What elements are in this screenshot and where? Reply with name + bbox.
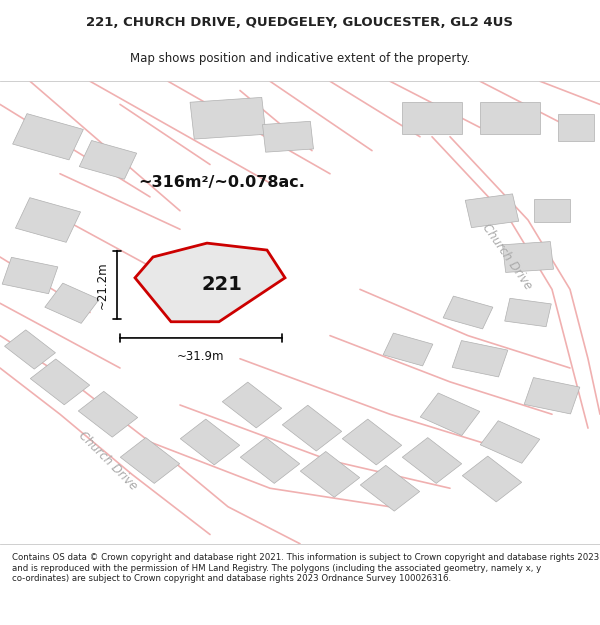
Polygon shape bbox=[2, 258, 58, 294]
Text: Church Drive: Church Drive bbox=[76, 429, 140, 493]
Polygon shape bbox=[420, 393, 480, 436]
Polygon shape bbox=[16, 198, 80, 242]
Polygon shape bbox=[263, 121, 313, 152]
Polygon shape bbox=[402, 102, 462, 134]
Polygon shape bbox=[121, 438, 179, 483]
Text: ~316m²/~0.078ac.: ~316m²/~0.078ac. bbox=[139, 176, 305, 191]
Polygon shape bbox=[480, 421, 540, 463]
Text: Map shows position and indicative extent of the property.: Map shows position and indicative extent… bbox=[130, 52, 470, 65]
Polygon shape bbox=[558, 114, 594, 141]
Polygon shape bbox=[361, 466, 419, 511]
Polygon shape bbox=[190, 98, 266, 139]
Polygon shape bbox=[241, 438, 299, 483]
Polygon shape bbox=[452, 341, 508, 377]
Polygon shape bbox=[524, 378, 580, 414]
Polygon shape bbox=[301, 451, 359, 498]
Text: Church Drive: Church Drive bbox=[479, 222, 535, 292]
Text: Contains OS data © Crown copyright and database right 2021. This information is : Contains OS data © Crown copyright and d… bbox=[12, 554, 599, 583]
Polygon shape bbox=[480, 102, 540, 134]
Polygon shape bbox=[465, 194, 519, 228]
Text: 221: 221 bbox=[202, 275, 242, 294]
Polygon shape bbox=[223, 382, 281, 428]
Polygon shape bbox=[79, 391, 137, 437]
Polygon shape bbox=[79, 141, 137, 179]
Text: 221, CHURCH DRIVE, QUEDGELEY, GLOUCESTER, GL2 4US: 221, CHURCH DRIVE, QUEDGELEY, GLOUCESTER… bbox=[86, 16, 514, 29]
Polygon shape bbox=[503, 242, 553, 272]
Polygon shape bbox=[135, 243, 285, 322]
Polygon shape bbox=[283, 405, 341, 451]
Polygon shape bbox=[13, 114, 83, 160]
Polygon shape bbox=[45, 283, 99, 323]
Text: ~21.2m: ~21.2m bbox=[95, 261, 109, 309]
Polygon shape bbox=[505, 298, 551, 327]
Text: ~31.9m: ~31.9m bbox=[177, 350, 225, 363]
Polygon shape bbox=[31, 359, 89, 405]
Polygon shape bbox=[5, 330, 55, 369]
Polygon shape bbox=[181, 419, 239, 465]
Polygon shape bbox=[443, 296, 493, 329]
Polygon shape bbox=[383, 333, 433, 366]
Polygon shape bbox=[403, 438, 461, 483]
Polygon shape bbox=[343, 419, 401, 465]
Polygon shape bbox=[534, 199, 570, 222]
Polygon shape bbox=[463, 456, 521, 502]
